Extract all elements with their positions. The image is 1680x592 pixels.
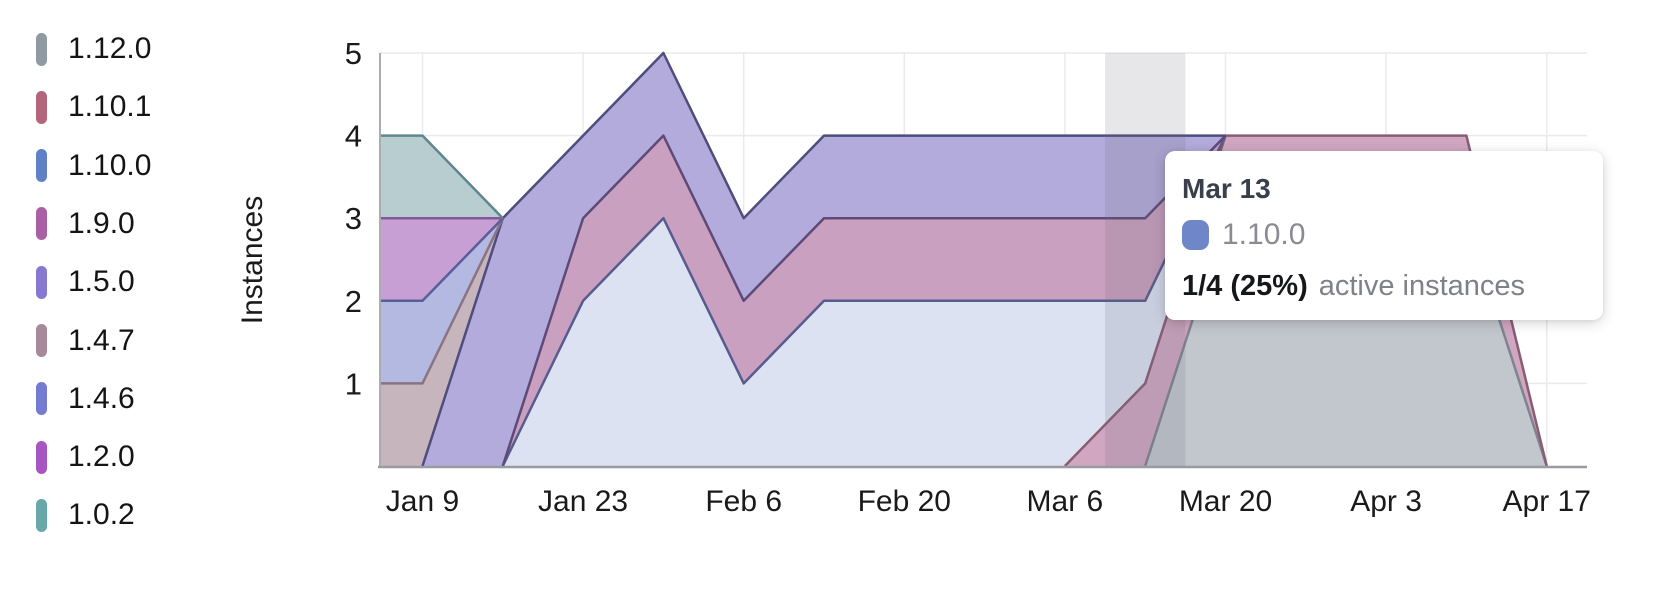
x-tick-label-Mar-20: Mar 20 [1179, 485, 1272, 518]
legend-item-1.10.1[interactable]: 1.10.1 [36, 90, 151, 124]
legend-label: 1.12.0 [68, 32, 152, 65]
line-1.5.0 [421, 51, 1226, 467]
line-1.9.0 [501, 134, 1227, 467]
legend-item-1.4.6[interactable]: 1.4.6 [36, 382, 135, 416]
line-1.0.2 [380, 134, 504, 220]
tooltip-series-row: 1.10.0 [1182, 215, 1585, 255]
legend-item-1.10.0[interactable]: 1.10.0 [36, 149, 151, 183]
legend-item-1.5.0[interactable]: 1.5.0 [36, 265, 135, 299]
y-tick-label-2: 2 [345, 284, 362, 319]
line-1.10.1 [1064, 134, 1548, 467]
x-tick-label-Apr-17: Apr 17 [1503, 485, 1591, 518]
area-1.5.0[interactable] [380, 53, 1587, 466]
legend-swatch-icon [36, 32, 47, 66]
legend-item-1.12.0[interactable]: 1.12.0 [36, 32, 151, 66]
legend-swatch-icon [36, 90, 47, 124]
y-tick-label-1: 1 [345, 366, 362, 401]
legend-label: 1.10.0 [68, 148, 152, 182]
legend-swatch-icon [36, 382, 47, 416]
legend-swatch-icon [36, 149, 47, 183]
line-1.4.6 [380, 217, 504, 303]
x-tick-label-Jan-9: Jan 9 [386, 485, 459, 518]
x-tick-label-Jan-23: Jan 23 [538, 485, 628, 518]
tooltip-value: 1/4 (25%) [1182, 269, 1308, 302]
x-tick-labels: Jan 9 Jan 23 Feb 6 Feb 20 Mar 6 Mar 20 Apr 3 Ap… [386, 485, 1591, 518]
version-legend: 1.12.0 1.10.1 1.10.0 1.9.0 1.5.0 1.4.7 1.4.6 1.… [0, 0, 230, 592]
legend-swatch-icon [36, 207, 47, 241]
y-tick-label-3: 3 [345, 201, 362, 236]
legend-label: 1.4.7 [68, 323, 135, 357]
legend-item-1.2.0[interactable]: 1.2.0 [36, 440, 135, 474]
y-tick-labels: 1 2 3 4 5 [345, 36, 362, 401]
chart-tooltip: Mar 13 1.10.0 1/4 (25%) active instances [1165, 151, 1603, 320]
tooltip-suffix: active instances [1318, 269, 1526, 302]
x-tick-label-Feb-6: Feb 6 [705, 485, 782, 518]
legend-label: 1.0.2 [68, 498, 135, 532]
x-tick-label-Feb-20: Feb 20 [858, 485, 951, 518]
legend-label: 1.4.6 [68, 381, 135, 415]
legend-label: 1.5.0 [68, 265, 135, 299]
legend-label: 1.9.0 [68, 206, 135, 240]
y-tick-label-4: 4 [345, 119, 362, 154]
legend-item-1.0.2[interactable]: 1.0.2 [36, 498, 135, 532]
legend-swatch-icon [36, 498, 47, 532]
y-tick-label-5: 5 [345, 36, 362, 71]
legend-swatch-icon [36, 265, 47, 299]
tooltip-series-swatch-icon [1182, 220, 1209, 250]
tooltip-series-name: 1.10.0 [1222, 218, 1306, 251]
legend-label: 1.2.0 [68, 440, 135, 474]
x-tick-label-Mar-6: Mar 6 [1027, 485, 1104, 518]
legend-swatch-icon [36, 324, 47, 357]
legend-item-1.9.0[interactable]: 1.9.0 [36, 207, 135, 241]
y-axis-title: Instances [236, 196, 269, 324]
legend-item-1.4.7[interactable]: 1.4.7 [36, 324, 135, 358]
tooltip-stats-row: 1/4 (25%) active instances [1182, 266, 1585, 306]
line-1.4.7 [380, 217, 504, 385]
line-1.10.0 [501, 135, 1227, 467]
legend-swatch-icon [36, 440, 47, 474]
legend-label: 1.10.1 [68, 90, 152, 124]
tooltip-date: Mar 13 [1182, 173, 1271, 204]
x-tick-label-Apr-3: Apr 3 [1350, 485, 1422, 518]
